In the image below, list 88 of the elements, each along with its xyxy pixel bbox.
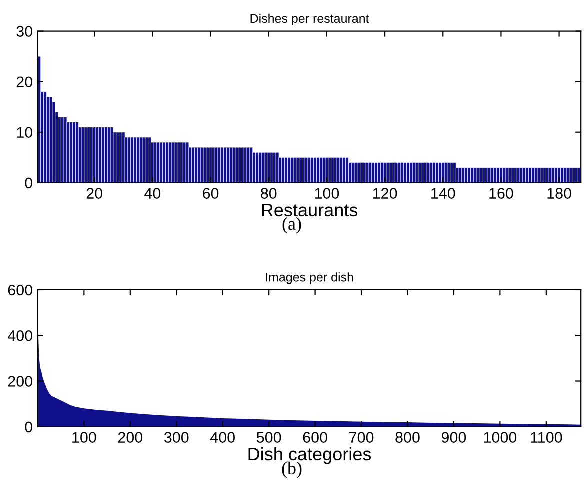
bar — [177, 142, 180, 183]
x-tick-label: 200 — [118, 432, 143, 443]
bar — [220, 147, 224, 183]
x-tick-label: 900 — [442, 432, 466, 443]
chart-title: Dishes per restaurant — [250, 14, 370, 26]
y-tick-label: 600 — [8, 284, 33, 296]
bar — [182, 142, 186, 183]
bar — [116, 132, 120, 183]
x-tick-label: 500 — [256, 432, 282, 443]
x-tick-label: 400 — [210, 432, 235, 443]
bar — [142, 137, 146, 183]
bar — [192, 147, 196, 183]
bar — [166, 142, 169, 183]
bar — [104, 127, 108, 183]
x-tick-label: 20 — [86, 188, 102, 199]
bar — [256, 152, 259, 183]
bar — [453, 162, 456, 183]
x-tick-label: 700 — [350, 432, 374, 443]
bar — [160, 142, 164, 183]
bar — [226, 147, 230, 183]
bar — [171, 142, 175, 183]
bar — [194, 147, 198, 183]
bar — [145, 137, 149, 183]
chart-title: Images per dish — [266, 272, 354, 284]
x-tick-label: 600 — [303, 432, 328, 443]
bar — [134, 137, 137, 183]
bar — [241, 147, 244, 183]
bar — [72, 122, 76, 183]
bar — [96, 127, 100, 183]
x-tick-label: 80 — [261, 188, 277, 199]
x-tick-label: 140 — [432, 188, 456, 199]
x-tick-label: 1000 — [484, 432, 517, 443]
bar — [87, 127, 90, 183]
y-tick-label: 0 — [25, 422, 32, 433]
bar — [238, 147, 242, 183]
bar — [84, 127, 88, 183]
bar — [70, 122, 74, 183]
x-tick-label: 60 — [203, 188, 219, 199]
x-tick-label: 100 — [315, 188, 340, 199]
bar — [180, 142, 184, 183]
bar — [76, 122, 79, 183]
bar — [264, 152, 268, 183]
bar — [258, 152, 262, 183]
bar — [197, 147, 201, 183]
bar — [90, 127, 94, 183]
bar — [128, 137, 132, 183]
bar — [346, 157, 349, 183]
x-tick-label: 1100 — [531, 432, 562, 443]
y-tick-label: 0 — [25, 178, 32, 189]
bar — [270, 152, 274, 183]
y-tick-label: 200 — [8, 376, 33, 387]
y-tick-label: 10 — [17, 127, 33, 138]
bar — [232, 147, 236, 183]
bar — [148, 137, 152, 183]
bar — [110, 127, 114, 183]
bar — [206, 147, 210, 183]
x-tick-label: 180 — [548, 188, 572, 199]
bar — [122, 132, 126, 183]
bar — [156, 142, 160, 183]
x-axis-title: Restaurants — [262, 204, 358, 217]
x-tick-label: 100 — [72, 432, 96, 443]
x-tick-label: 300 — [164, 432, 189, 443]
bar — [273, 152, 276, 183]
bar — [130, 137, 134, 183]
bar — [60, 116, 64, 183]
bar — [218, 147, 222, 183]
x-tick-label: 40 — [144, 188, 161, 199]
bar — [98, 127, 102, 183]
x-tick-label: 800 — [396, 432, 420, 443]
x-tick-label: 120 — [373, 188, 398, 199]
bar — [102, 127, 105, 183]
bar — [224, 147, 227, 183]
x-tick-label: 160 — [490, 188, 514, 199]
bar — [81, 127, 85, 183]
bar — [174, 142, 178, 183]
bar — [244, 147, 248, 183]
y-tick-label: 400 — [8, 330, 33, 342]
bar — [203, 147, 207, 183]
bar — [250, 147, 254, 183]
bar — [162, 142, 166, 183]
y-tick-label: 20 — [16, 76, 33, 88]
bar — [44, 92, 47, 183]
bar — [212, 147, 216, 183]
bar — [136, 137, 140, 183]
text: (a) — [282, 217, 302, 234]
y-tick-label: 30 — [16, 26, 33, 37]
bar — [235, 147, 239, 183]
bar — [119, 132, 122, 183]
